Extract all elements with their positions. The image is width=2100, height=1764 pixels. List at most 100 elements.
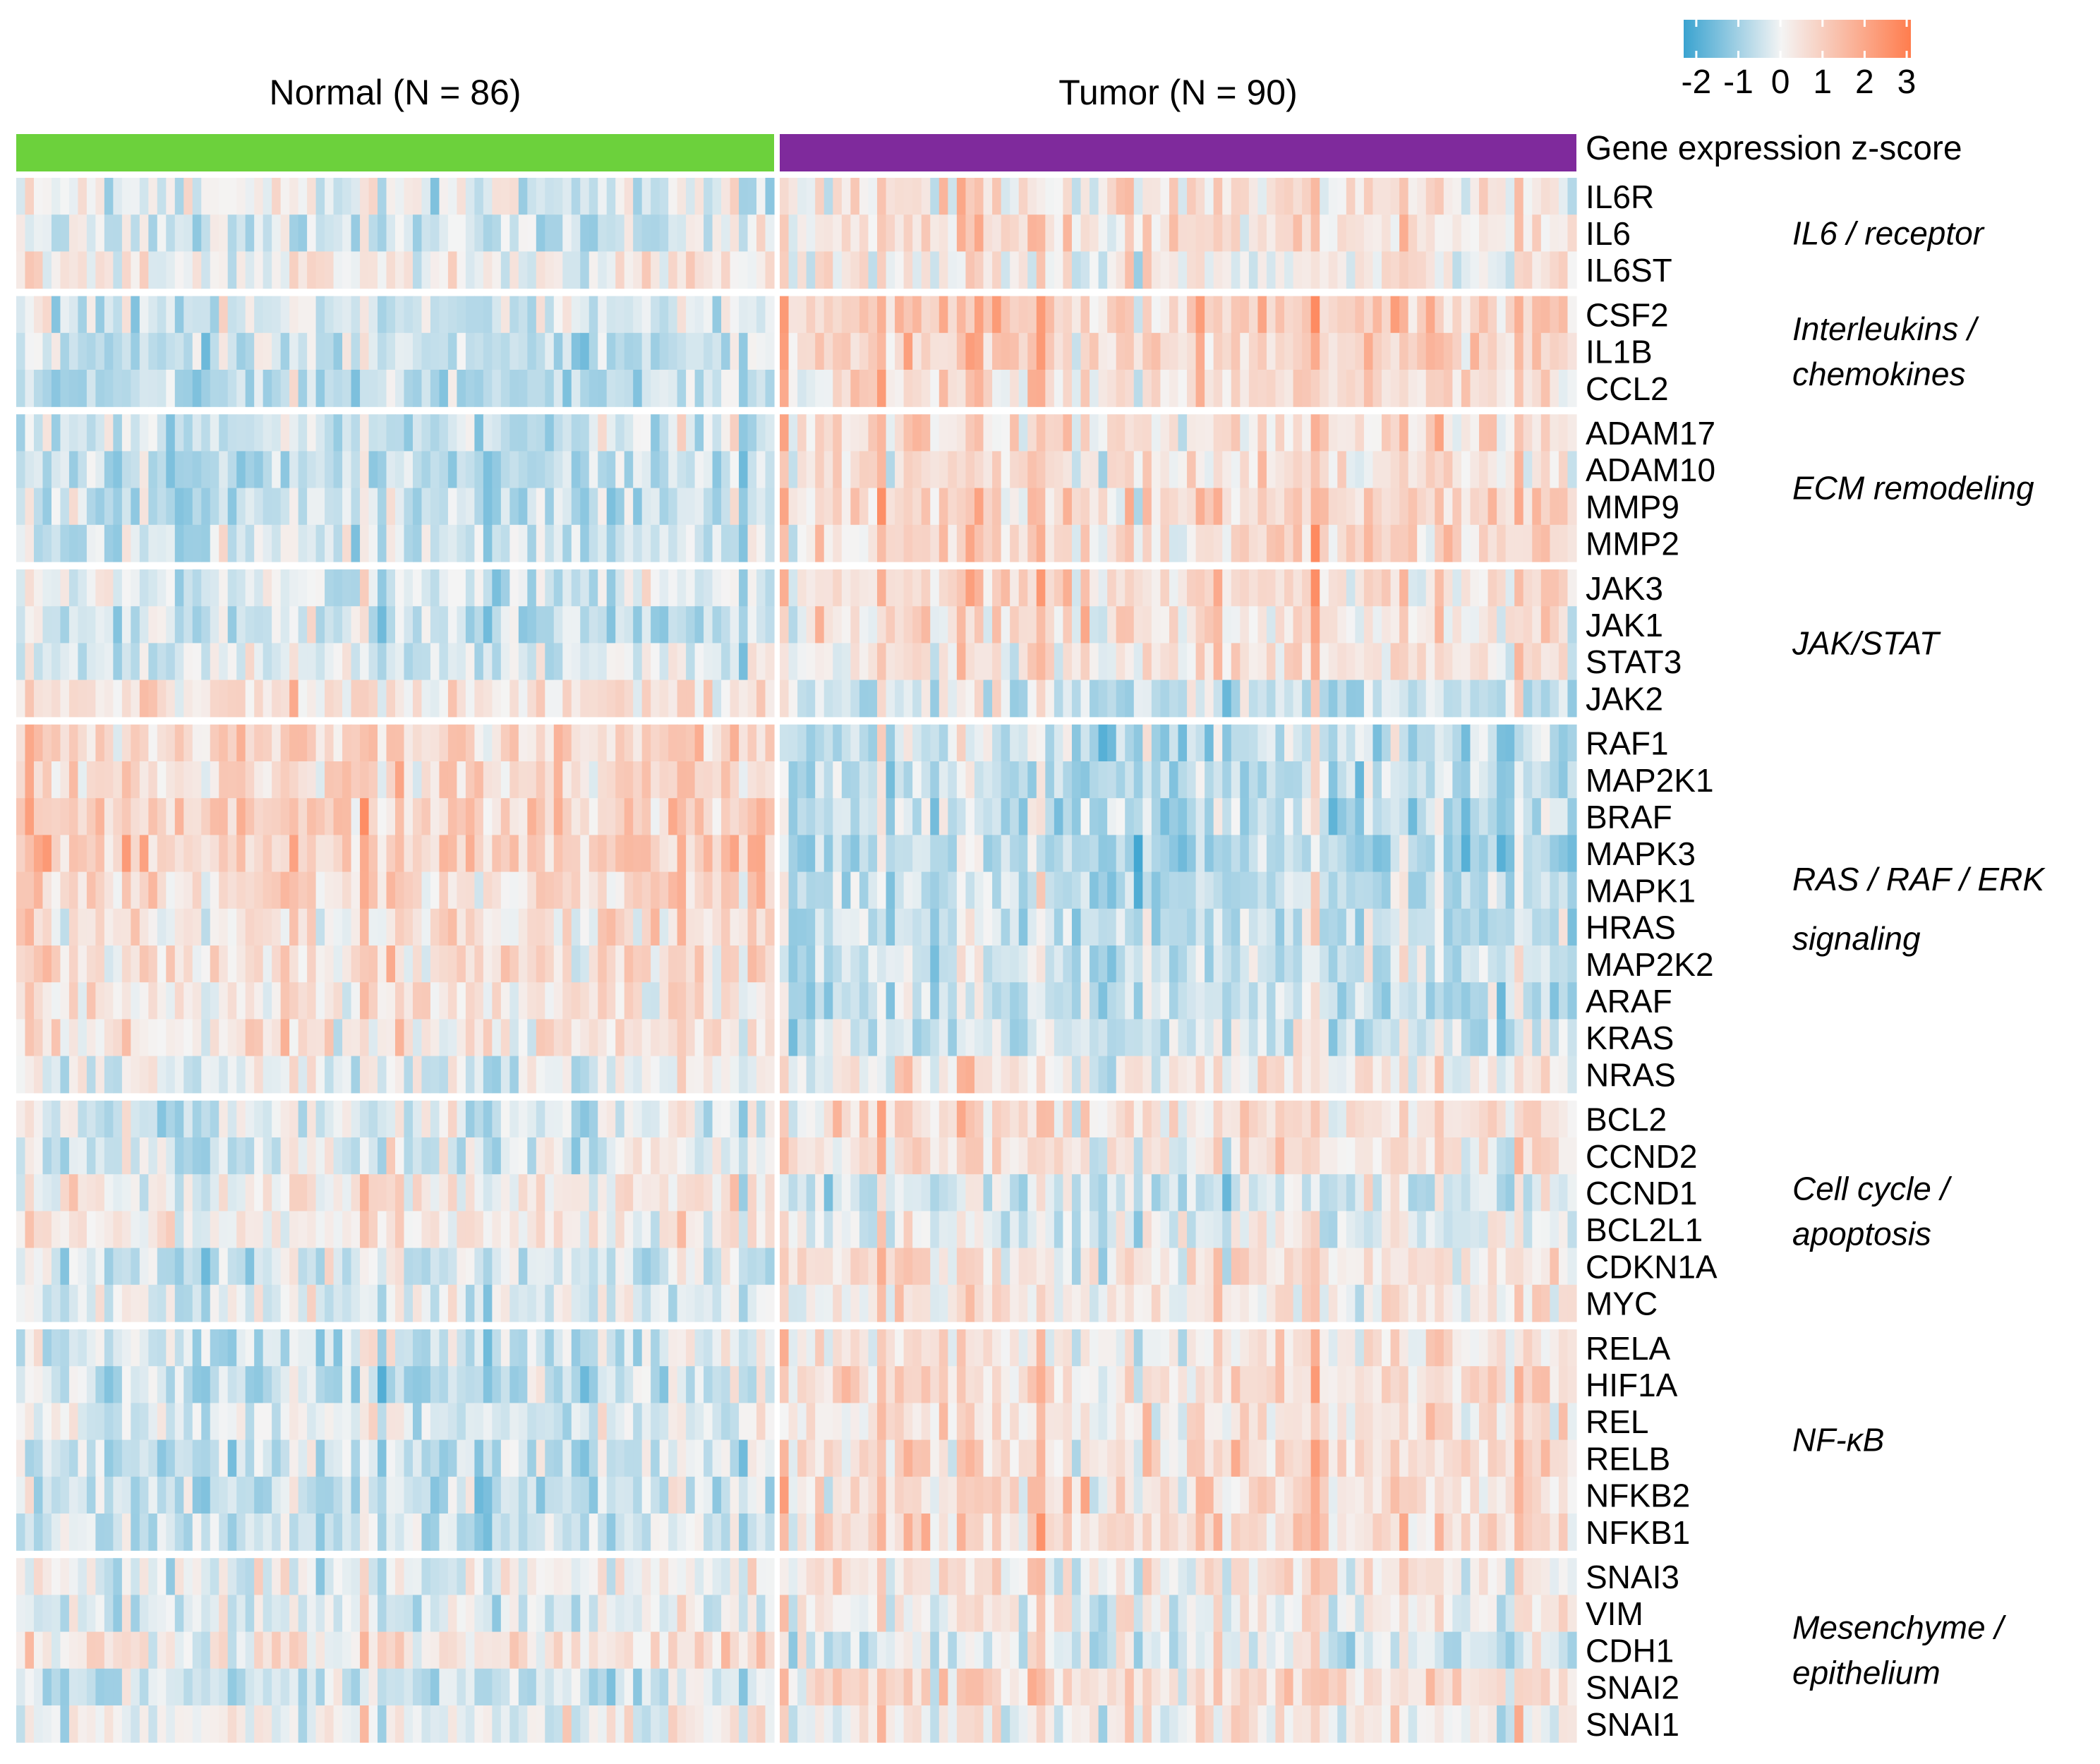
heatmap-cell xyxy=(1001,1056,1010,1094)
heatmap-cell xyxy=(1408,1056,1418,1094)
heatmap-cell xyxy=(1187,488,1197,526)
heatmap-cell xyxy=(483,798,493,835)
heatmap-cell xyxy=(876,1019,887,1057)
heatmap-cell xyxy=(492,370,502,407)
heatmap-cell xyxy=(571,761,581,799)
heatmap-cell xyxy=(492,569,502,607)
heatmap-cell xyxy=(174,524,184,562)
heatmap-cell xyxy=(1275,370,1285,407)
heatmap-cell xyxy=(624,215,634,252)
heatmap-cell xyxy=(992,761,1002,799)
heatmap-cell xyxy=(148,488,158,526)
heatmap-cell xyxy=(183,798,193,835)
heatmap-cell xyxy=(227,251,237,289)
heatmap-cell xyxy=(1363,1211,1374,1249)
heatmap-cell xyxy=(1523,524,1533,562)
heatmap-cell xyxy=(815,488,825,526)
heatmap-cell xyxy=(589,251,598,289)
heatmap-cell xyxy=(68,606,79,644)
heatmap-cell xyxy=(859,370,869,407)
heatmap-cell xyxy=(166,835,176,873)
heatmap-cell xyxy=(571,1019,581,1057)
heatmap-cell xyxy=(386,606,396,644)
heatmap-cell xyxy=(1328,1056,1338,1094)
heatmap-cell xyxy=(1382,1100,1392,1138)
heatmap-cell xyxy=(1125,606,1135,644)
heatmap-cell xyxy=(1302,488,1312,526)
heatmap-cell xyxy=(545,835,555,873)
heatmap-cell xyxy=(404,488,414,526)
heatmap-cell xyxy=(1293,761,1303,799)
heatmap-cell xyxy=(351,761,361,799)
heatmap-cell xyxy=(668,946,678,983)
heatmap-cell xyxy=(1452,946,1462,983)
heatmap-cell xyxy=(315,908,325,946)
heatmap-cell xyxy=(1514,524,1524,562)
heatmap-cell xyxy=(201,1174,211,1212)
heatmap-cell xyxy=(668,724,678,762)
heatmap-cell xyxy=(677,982,687,1020)
heatmap-cell xyxy=(474,724,484,762)
heatmap-cell xyxy=(210,569,219,607)
heatmap-cell xyxy=(1425,908,1435,946)
heatmap-cell xyxy=(219,724,229,762)
heatmap-cell xyxy=(113,215,123,252)
heatmap-cell xyxy=(677,643,687,681)
heatmap-cell xyxy=(183,1248,193,1286)
heatmap-cell xyxy=(1390,606,1400,644)
heatmap-cell xyxy=(1479,414,1489,452)
heatmap-cell xyxy=(580,488,590,526)
heatmap-cell xyxy=(351,643,361,681)
heatmap-cell xyxy=(104,1019,114,1057)
heatmap-cell xyxy=(841,1174,851,1212)
heatmap-cell xyxy=(1505,1056,1515,1094)
heatmap-cell xyxy=(571,1174,581,1212)
heatmap-cell xyxy=(1178,215,1188,252)
heatmap-cell xyxy=(1001,679,1010,718)
heatmap-cell xyxy=(174,798,184,835)
heatmap-cell xyxy=(412,643,423,681)
heatmap-cell xyxy=(1045,1211,1055,1249)
heatmap-cell xyxy=(1205,1211,1214,1249)
heatmap-cell xyxy=(1080,946,1090,983)
heatmap-cell xyxy=(1328,643,1338,681)
heatmap-cell xyxy=(765,1211,775,1249)
heatmap-cell xyxy=(886,871,895,910)
heatmap-cell xyxy=(571,679,581,718)
heatmap-cell xyxy=(1505,1211,1515,1249)
heatmap-cell xyxy=(553,606,563,644)
heatmap-cell xyxy=(876,871,887,910)
heatmap-cell xyxy=(815,524,825,562)
heatmap-cell xyxy=(68,215,79,252)
heatmap-cell xyxy=(765,1174,775,1212)
heatmap-cell xyxy=(1142,178,1152,215)
heatmap-cell xyxy=(42,1100,52,1138)
heatmap-cell xyxy=(912,251,922,289)
heatmap-cell xyxy=(1310,946,1320,983)
heatmap-cell xyxy=(421,488,431,526)
heatmap-cell xyxy=(965,296,975,334)
heatmap-cell xyxy=(974,798,984,835)
heatmap-cell xyxy=(765,414,775,452)
heatmap-cell xyxy=(739,761,749,799)
heatmap-cell xyxy=(1018,414,1028,452)
heatmap-cell xyxy=(1372,1211,1382,1249)
heatmap-cell xyxy=(823,1211,833,1249)
heatmap-cell xyxy=(1346,414,1356,452)
heatmap-cell xyxy=(1257,1174,1267,1212)
heatmap-cell xyxy=(1470,370,1480,407)
heatmap-cell xyxy=(598,761,608,799)
heatmap-cell xyxy=(930,1019,940,1057)
heatmap-cell xyxy=(815,606,825,644)
heatmap-cell xyxy=(1027,488,1037,526)
heatmap-cell xyxy=(624,643,634,681)
heatmap-cell xyxy=(465,296,475,334)
heatmap-cell xyxy=(992,370,1002,407)
heatmap-cell xyxy=(245,569,255,607)
heatmap-cell xyxy=(1408,414,1418,452)
heatmap-cell xyxy=(1240,798,1250,835)
heatmap-cell xyxy=(633,251,643,289)
heatmap-cell xyxy=(712,296,722,334)
heatmap-cell xyxy=(121,606,131,644)
heatmap-cell xyxy=(518,1019,528,1057)
